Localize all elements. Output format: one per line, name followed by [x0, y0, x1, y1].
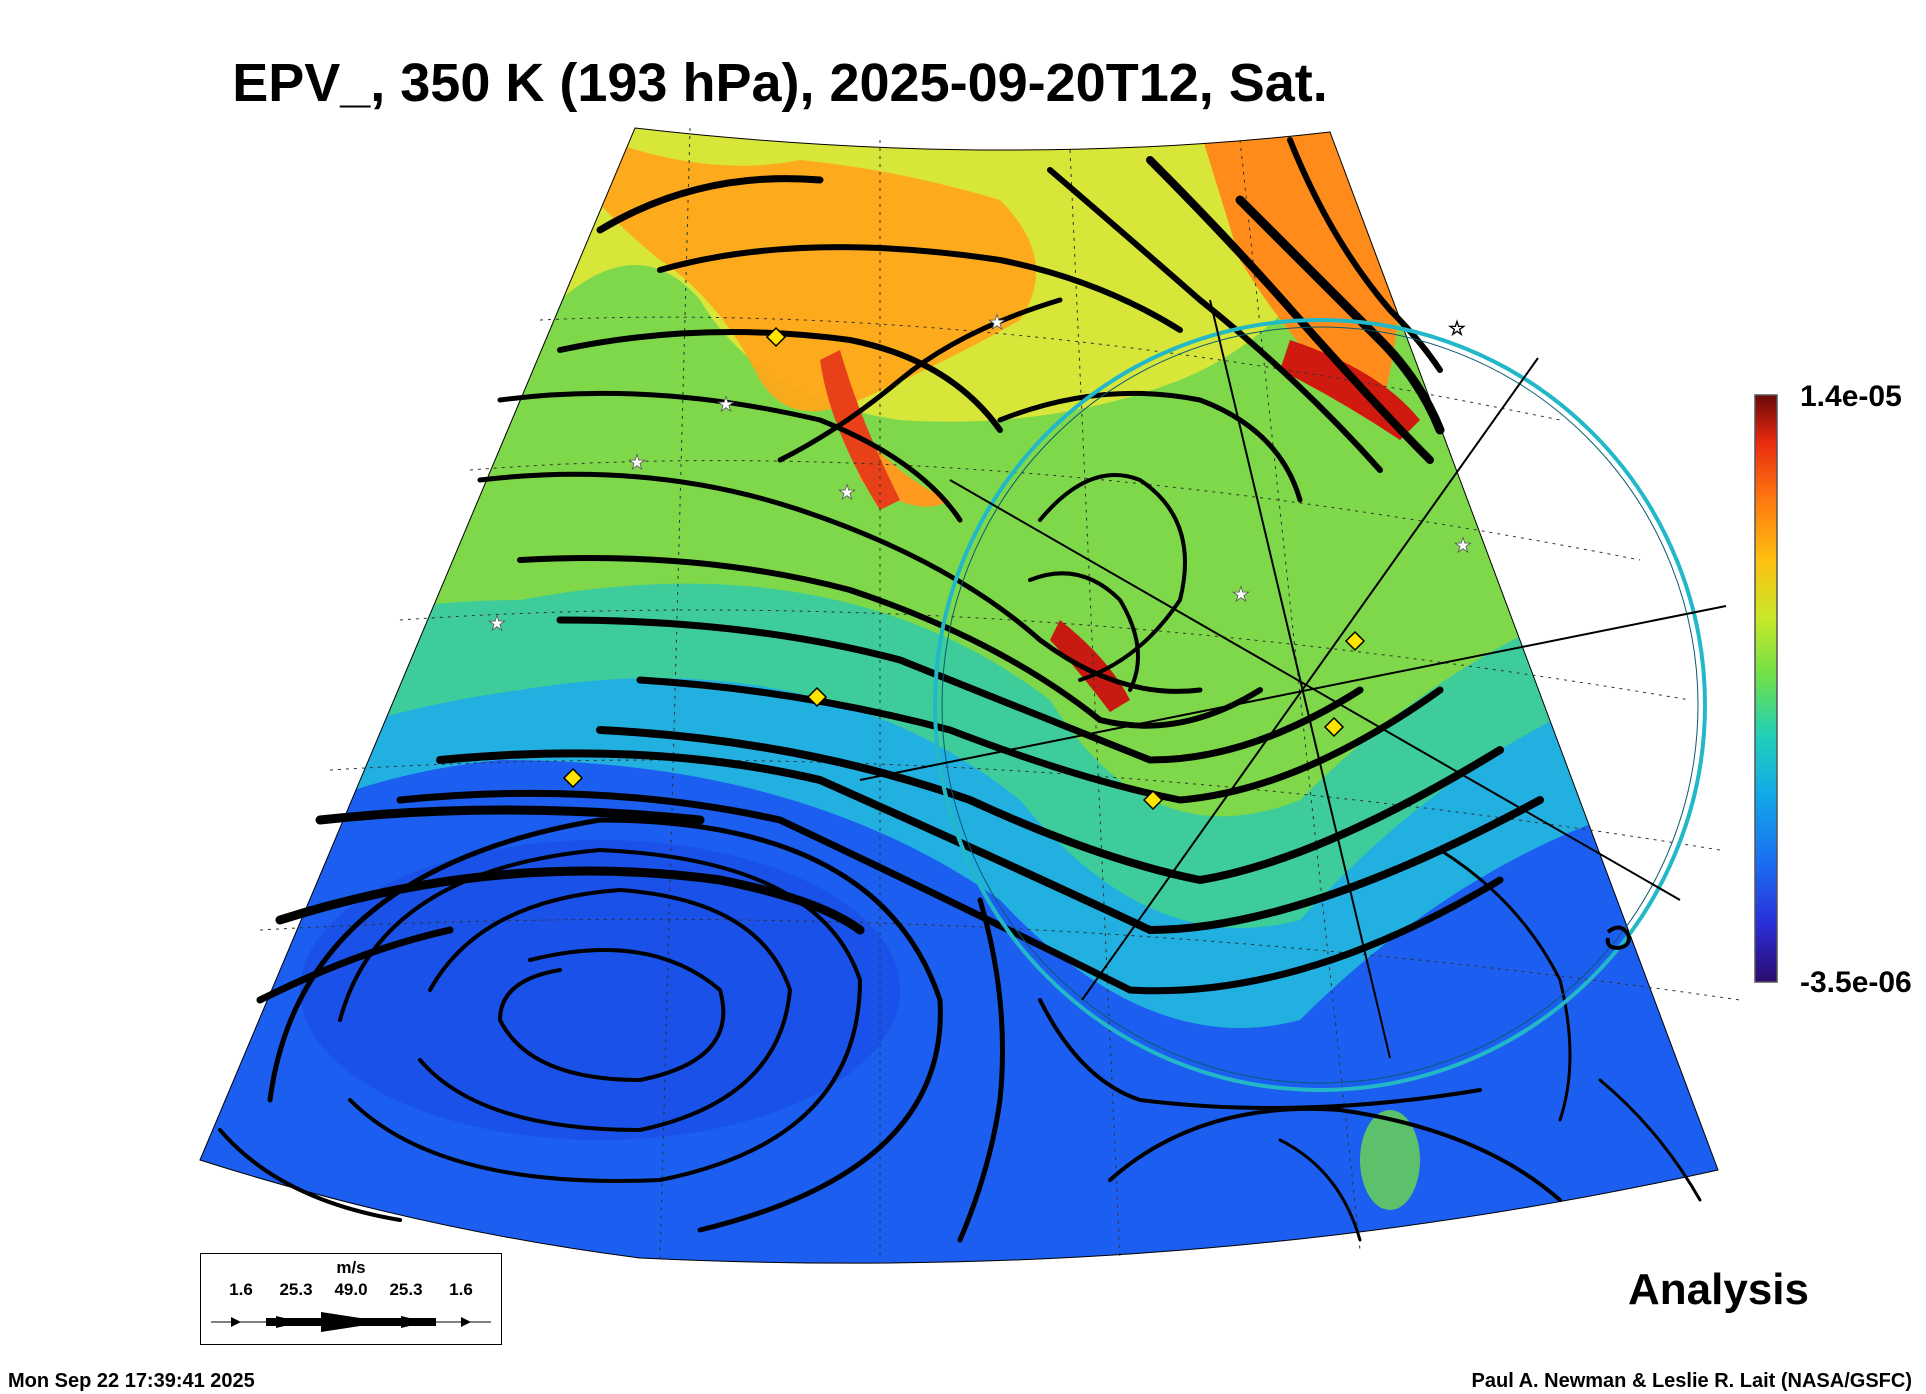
white-star-markers: ★ ★ ★ ★ ★ ★ ★ ☆: [488, 312, 1473, 636]
svg-text:★: ★: [838, 482, 856, 504]
yellow-diamond-markers: [562, 326, 1366, 811]
svg-text:★: ★: [628, 452, 646, 474]
svg-text:☆: ☆: [1448, 318, 1466, 340]
analysis-circle: [933, 318, 1707, 1092]
legend-value: 1.6: [229, 1280, 253, 1299]
map-title: EPV_, 350 K (193 hPa), 2025-09-20T12, Sa…: [232, 53, 1328, 113]
wind-speed-legend: m/s 1.6 25.3 49.0 25.3 1.6: [200, 1253, 502, 1345]
analysis-label: Analysis: [1628, 1265, 1809, 1314]
wind-streamlines: [218, 137, 1702, 1243]
map-boundary: [199, 127, 1719, 1264]
epv-field: [200, 128, 1718, 1264]
cross-section-lines: [859, 299, 1727, 1059]
credit-label: Paul A. Newman & Leslie R. Lait (NASA/GS…: [1471, 1370, 1912, 1392]
svg-text:★: ★: [988, 312, 1006, 334]
svg-text:★: ★: [488, 613, 506, 635]
svg-text:★: ★: [1232, 584, 1250, 606]
colorbar-min-label: -3.5e-06: [1800, 966, 1912, 999]
legend-value: 25.3: [389, 1280, 423, 1299]
colorbar: [1754, 394, 1778, 983]
legend-unit: m/s: [336, 1258, 366, 1277]
legend-value: 25.3: [279, 1280, 313, 1299]
legend-arrow-scale: [211, 1312, 491, 1332]
colorbar-max-label: 1.4e-05: [1800, 380, 1902, 413]
legend-value: 49.0: [334, 1280, 368, 1299]
svg-text:★: ★: [1454, 535, 1472, 557]
svg-text:★: ★: [717, 394, 735, 416]
timestamp: Mon Sep 22 17:39:41 2025: [8, 1370, 255, 1392]
legend-value: 1.6: [449, 1280, 473, 1299]
storm-symbol: [1605, 925, 1631, 951]
